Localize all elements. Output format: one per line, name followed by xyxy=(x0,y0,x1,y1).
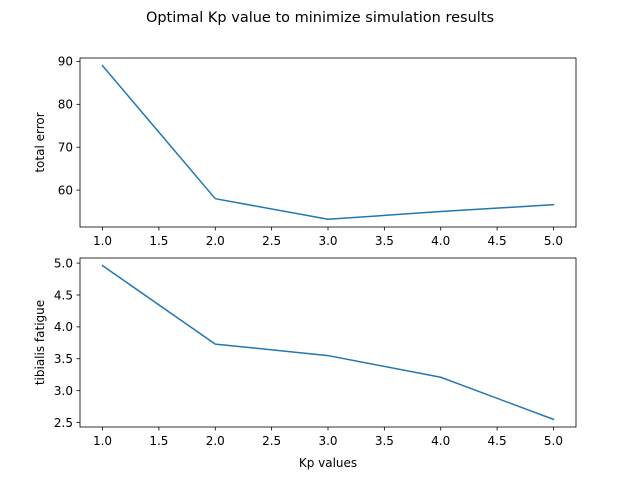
subplot-total-error: 1.0 1.5 2.0 2.5 3.0 3.5 4.0 4.5 5.0 60 70 80 90 tot… xyxy=(33,55,577,248)
x-tick-label: 4.0 xyxy=(431,434,450,448)
x-axis-ticks: 1.0 1.5 2.0 2.5 3.0 3.5 4.0 4.5 5.0 xyxy=(93,227,563,248)
series-line-0 xyxy=(101,264,555,421)
y-tick: 70 xyxy=(58,141,80,155)
y-tick: 4.0 xyxy=(54,320,80,334)
x-tick: 4.5 xyxy=(488,227,507,248)
x-tick: 4.0 xyxy=(431,427,450,448)
x-tick: 1.0 xyxy=(93,227,112,248)
x-tick: 1.5 xyxy=(149,227,168,248)
y-tick: 80 xyxy=(58,98,80,112)
x-tick: 2.5 xyxy=(262,227,281,248)
y-tick: 2.5 xyxy=(54,416,80,430)
x-tick: 3.0 xyxy=(318,227,338,248)
x-tick-label: 1.0 xyxy=(93,434,112,448)
y-tick: 3.5 xyxy=(54,352,80,366)
x-tick-label: 4.0 xyxy=(431,234,450,248)
y-tick: 5.0 xyxy=(54,256,80,270)
x-tick-label: 1.5 xyxy=(149,234,168,248)
x-tick-label: 5.0 xyxy=(544,434,563,448)
x-tick: 2.0 xyxy=(206,227,225,248)
x-tick-label: 5.0 xyxy=(544,234,563,248)
x-tick-label: 2.5 xyxy=(262,434,281,448)
x-tick-label: 3.5 xyxy=(375,234,394,248)
y-axis-ticks: 2.5 3.0 3.5 4.0 4.5 5.0 xyxy=(54,256,80,430)
x-tick: 2.5 xyxy=(262,427,281,448)
x-tick: 4.5 xyxy=(488,427,507,448)
x-tick: 2.0 xyxy=(206,427,225,448)
x-tick-label: 2.0 xyxy=(206,234,225,248)
y-tick-label: 4.0 xyxy=(54,320,73,334)
x-tick: 1.0 xyxy=(93,427,112,448)
y-tick-label: 90 xyxy=(58,55,73,69)
y-tick: 3.0 xyxy=(54,384,80,398)
x-axis-ticks: 1.0 1.5 2.0 2.5 3.0 3.5 4.0 4.5 5.0 xyxy=(93,427,563,448)
y-tick-label: 3.5 xyxy=(54,352,73,366)
y-axis-label: total error xyxy=(33,112,47,172)
y-tick: 90 xyxy=(58,55,80,69)
axes-frame xyxy=(79,57,577,228)
y-tick-label: 70 xyxy=(58,141,73,155)
x-tick: 3.5 xyxy=(375,227,394,248)
x-tick-label: 1.5 xyxy=(149,434,168,448)
y-axis-label: tibialis fatigue xyxy=(33,300,47,385)
figure-title: Optimal Kp value to minimize simulation … xyxy=(146,10,494,26)
x-tick-label: 4.5 xyxy=(488,234,507,248)
x-tick: 5.0 xyxy=(544,227,563,248)
y-tick-label: 4.5 xyxy=(54,288,73,302)
x-tick: 5.0 xyxy=(544,427,563,448)
x-tick: 4.0 xyxy=(431,227,450,248)
y-tick: 60 xyxy=(58,183,80,197)
x-tick: 3.0 xyxy=(318,427,338,448)
x-tick-label: 2.0 xyxy=(206,434,225,448)
x-tick: 1.5 xyxy=(149,427,168,448)
y-axis-ticks: 60 70 80 90 xyxy=(58,55,80,197)
x-tick-label: 2.5 xyxy=(262,234,281,248)
axes-frame xyxy=(79,257,577,428)
x-tick-label: 3.5 xyxy=(375,434,394,448)
x-axis-label: Kp values xyxy=(299,456,357,470)
x-tick: 3.5 xyxy=(375,427,394,448)
x-tick-label: 1.0 xyxy=(93,234,112,248)
y-tick-label: 80 xyxy=(58,98,73,112)
y-tick: 4.5 xyxy=(54,288,80,302)
x-tick-label: 3.0 xyxy=(318,434,337,448)
x-tick-label: 4.5 xyxy=(488,434,507,448)
y-tick-label: 5.0 xyxy=(54,256,73,270)
subplot-tibialis-fatigue: 1.0 1.5 2.0 2.5 3.0 3.5 4.0 4.5 5.0 2.5 3.0 3.5 4.0… xyxy=(33,256,577,470)
x-tick-label: 3.0 xyxy=(318,234,337,248)
y-tick-label: 2.5 xyxy=(54,416,73,430)
y-tick-label: 60 xyxy=(58,183,73,197)
y-tick-label: 3.0 xyxy=(54,384,73,398)
series-line-0 xyxy=(101,64,555,221)
